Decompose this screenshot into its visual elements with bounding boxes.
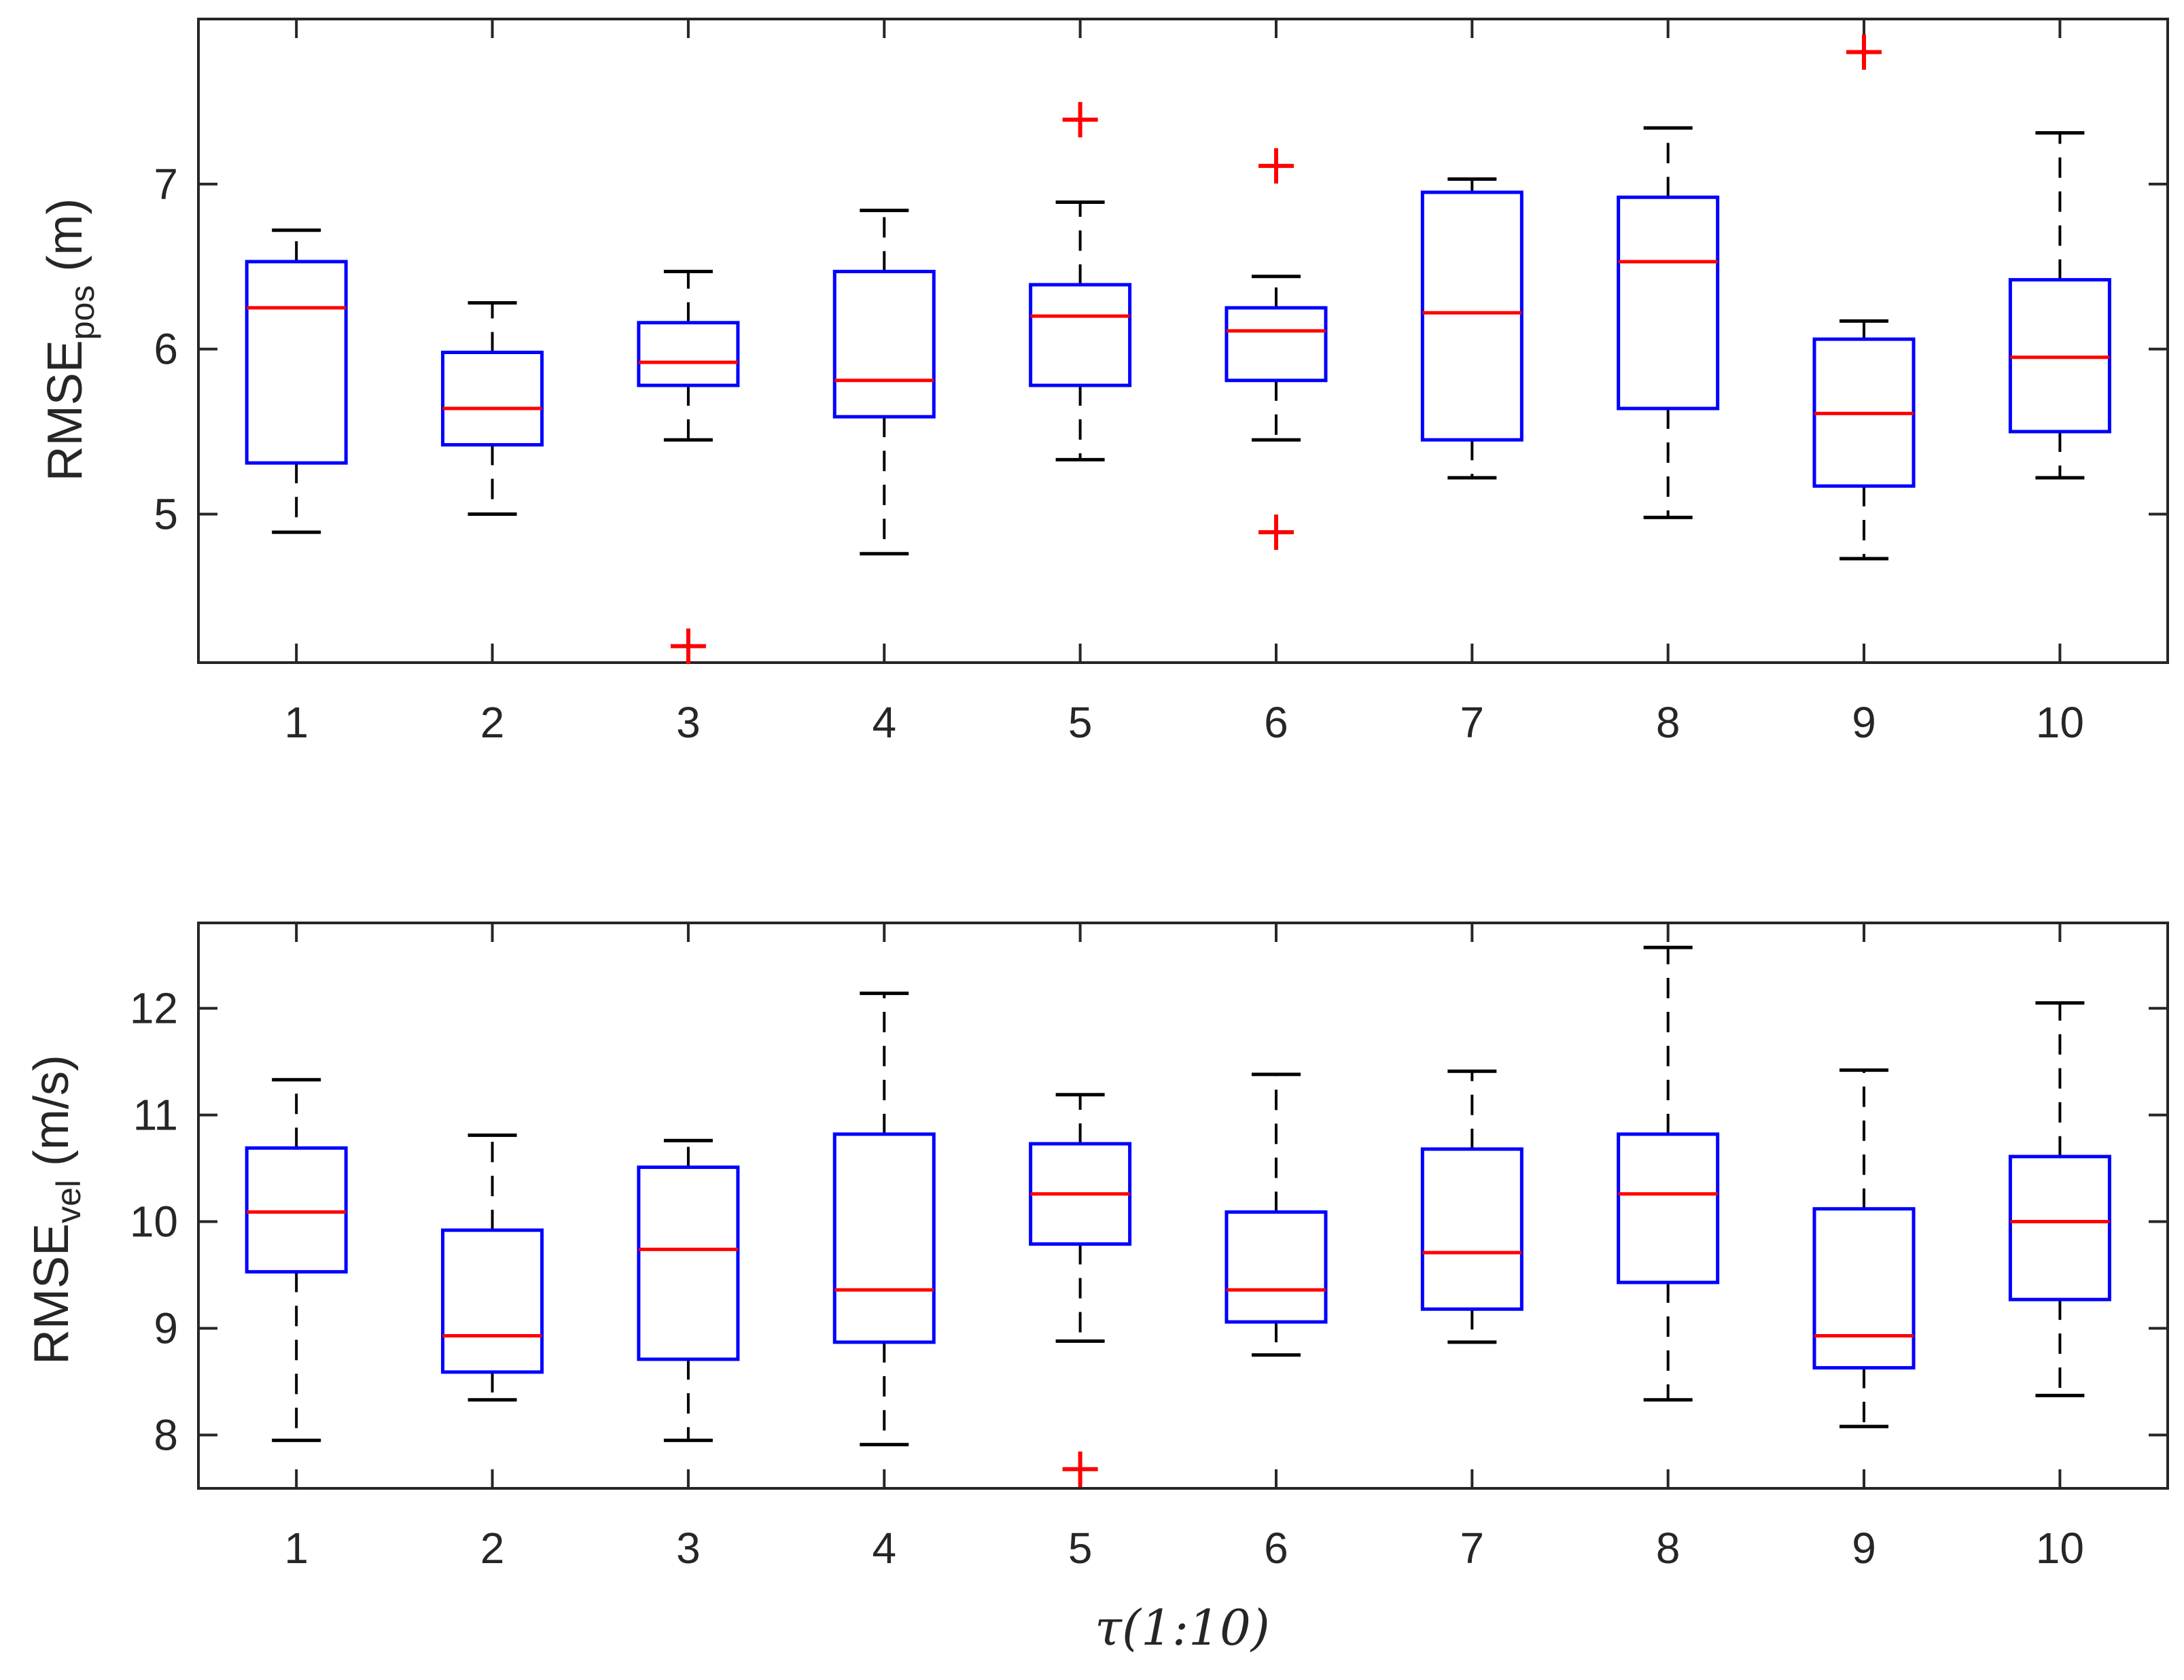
top-ylabel-unit: (m) <box>38 198 92 285</box>
bottom-xtick-label: 1 <box>284 1524 309 1573</box>
top-box-6 <box>1225 148 1328 550</box>
top-box-10 <box>2008 131 2111 480</box>
bottom-xtick-label: 9 <box>1852 1524 1876 1573</box>
bottom-xtick-label: 8 <box>1656 1524 1680 1573</box>
top-iqr-box <box>1420 190 1523 442</box>
bottom-iqr-box <box>637 1165 740 1361</box>
top-iqr-box <box>832 270 936 419</box>
bottom-iqr-box <box>1812 1207 1916 1370</box>
bottom-box-4 <box>832 992 936 1447</box>
top-xtick-label: 9 <box>1852 698 1876 747</box>
top-box-4 <box>832 209 936 556</box>
top-outlier-marker <box>1258 148 1294 184</box>
bottom-box-2 <box>441 1133 544 1402</box>
bottom-xtick-label: 6 <box>1264 1524 1288 1573</box>
bottom-iqr-box <box>1420 1147 1523 1311</box>
top-box-2 <box>441 301 544 516</box>
top-box-9 <box>1812 34 1916 561</box>
top-iqr-box <box>1225 306 1328 383</box>
top-outlier-marker <box>1062 102 1098 138</box>
top-ylabel: RMSEpos (m) <box>38 198 101 482</box>
top-box-7 <box>1420 177 1523 480</box>
top-xtick-label: 7 <box>1460 698 1485 747</box>
bottom-ylabel-subscript: vel <box>50 1180 88 1223</box>
bottom-xtick-label: 4 <box>872 1524 896 1573</box>
top-outlier-marker <box>1258 514 1294 550</box>
bottom-ytick-label: 9 <box>154 1304 178 1353</box>
top-box-1 <box>245 228 348 534</box>
top-xtick-label: 10 <box>2036 698 2084 747</box>
bottom-box-8 <box>1617 945 1720 1402</box>
top-iqr-box <box>1617 195 1720 410</box>
top-xtick-label: 4 <box>872 698 896 747</box>
top-box-8 <box>1617 126 1720 519</box>
top-iqr-box <box>245 260 348 465</box>
top-ytick-label: 5 <box>154 489 178 538</box>
bottom-ytick-label: 12 <box>130 984 178 1033</box>
bottom-iqr-box <box>441 1228 544 1374</box>
bottom-xlabel: τ(1:10) <box>1095 1599 1270 1656</box>
bottom-iqr-box <box>2008 1155 2111 1301</box>
bottom-box-5 <box>1029 1093 1132 1487</box>
top-ytick-label: 7 <box>154 160 178 209</box>
bottom-ylabel-main: RMSE <box>24 1223 79 1365</box>
bottom-iqr-box <box>1225 1210 1328 1324</box>
bottom-box-7 <box>1420 1069 1523 1344</box>
top-xtick-label: 2 <box>480 698 505 747</box>
top-boxplot-panel: 5 6 7 1 2 3 4 5 6 7 8 9 10 <box>154 18 2169 747</box>
bottom-box-9 <box>1812 1068 1916 1429</box>
bottom-ytick-label: 11 <box>133 1091 178 1140</box>
bottom-iqr-box <box>245 1146 348 1274</box>
top-iqr-box <box>1029 283 1132 387</box>
bottom-box-6 <box>1225 1072 1328 1357</box>
bottom-iqr-box <box>832 1132 936 1344</box>
bottom-xtick-label: 5 <box>1068 1524 1093 1573</box>
bottom-box-10 <box>2008 1001 2111 1397</box>
top-outlier-marker <box>1846 34 1882 70</box>
bottom-xtick-label: 7 <box>1460 1524 1485 1573</box>
top-xtick-label: 5 <box>1068 698 1093 747</box>
bottom-ytick-label: 10 <box>130 1197 178 1246</box>
top-box-5 <box>1029 102 1132 461</box>
top-xtick-label: 6 <box>1264 698 1288 747</box>
bottom-outlier-marker <box>1062 1451 1098 1487</box>
top-xtick-label: 8 <box>1656 698 1680 747</box>
bottom-box-1 <box>245 1078 348 1442</box>
bottom-ylabel-unit: (m/s) <box>24 1055 79 1180</box>
top-iqr-box <box>441 350 544 447</box>
bottom-axes-frame <box>197 922 2169 1490</box>
bottom-xtick-label: 2 <box>480 1524 505 1573</box>
bottom-xtick-label: 10 <box>2036 1524 2084 1573</box>
top-xtick-label: 1 <box>284 698 309 747</box>
top-outlier-marker <box>670 628 706 664</box>
bottom-ytick-label: 8 <box>154 1411 178 1460</box>
top-box-3 <box>637 270 740 664</box>
bottom-box-3 <box>637 1138 740 1442</box>
top-xtick-label: 3 <box>676 698 701 747</box>
top-iqr-box <box>637 321 740 387</box>
top-ylabel-subscript: pos <box>63 285 101 340</box>
top-axes-frame <box>197 18 2169 664</box>
top-ytick-label: 6 <box>154 325 178 374</box>
bottom-xtick-label: 3 <box>676 1524 701 1573</box>
bottom-iqr-box <box>1617 1132 1720 1284</box>
bottom-ylabel: RMSEvel (m/s) <box>24 1055 88 1365</box>
top-ylabel-main: RMSE <box>38 340 92 481</box>
